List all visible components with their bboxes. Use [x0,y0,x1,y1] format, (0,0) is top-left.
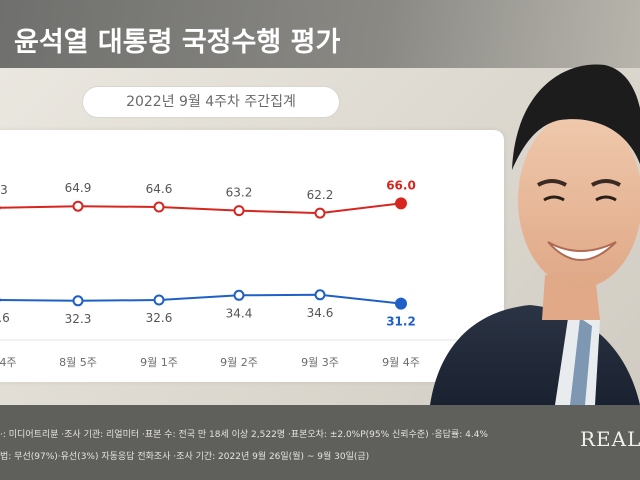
positive-data-label: 34.6 [307,306,334,320]
negative-data-label: 64.6 [146,182,173,196]
positive-point [233,289,245,301]
negative-data-label: 66.0 [386,178,416,192]
positive-data-label: .6 [0,311,10,325]
negative-series-line [0,202,402,215]
negative-data-label: 3 [0,183,8,197]
x-tick-label: 9월 1주 [140,356,178,369]
positive-data-label: 34.4 [226,306,253,320]
positive-data-label: 32.3 [65,312,92,326]
x-tick-label: 9월 2주 [220,356,258,369]
positive-point [395,297,407,310]
x-tick-label: 9월 4주 [382,356,420,369]
survey-info-line-1: ·: 미디어트리뷴 ·조사 기관: 리얼미터 ·표본 수: 전국 만 18세 이… [0,430,488,440]
negative-data-label: 63.2 [226,186,253,200]
positive-point [72,295,84,307]
negative-point [314,207,326,219]
x-tick-label: 8월 5주 [59,356,97,369]
negative-point [233,205,245,217]
positive-series-line [0,293,402,305]
chart-subtitle: 2022년 9월 4주차 주간집계 [82,86,340,118]
x-tick-label: 9월 3주 [301,356,339,369]
survey-info-line-2: 법: 무선(97%)·유선(3%) 자동응답 전화조사 ·조사 기간: 2022… [0,452,370,462]
negative-point [72,200,84,212]
page-title: 윤석열 대통령 국정수행 평가 [14,27,341,58]
president-portrait [430,64,640,405]
title-bar: 윤석열 대통령 국정수행 평가 [0,0,640,68]
positive-data-label: 31.2 [386,315,416,329]
negative-point [153,201,165,213]
negative-data-label: 62.2 [307,188,334,202]
negative-data-label: 64.9 [65,181,92,195]
positive-point [314,289,326,301]
negative-point [395,197,407,210]
footer: ·: 미디어트리뷴 ·조사 기관: 리얼미터 ·표본 수: 전국 만 18세 이… [0,405,640,480]
positive-point [153,294,165,306]
realmeter-logo: REALM [580,427,640,451]
positive-data-label: 32.6 [146,311,173,325]
x-tick-label: 4주 [0,356,17,369]
